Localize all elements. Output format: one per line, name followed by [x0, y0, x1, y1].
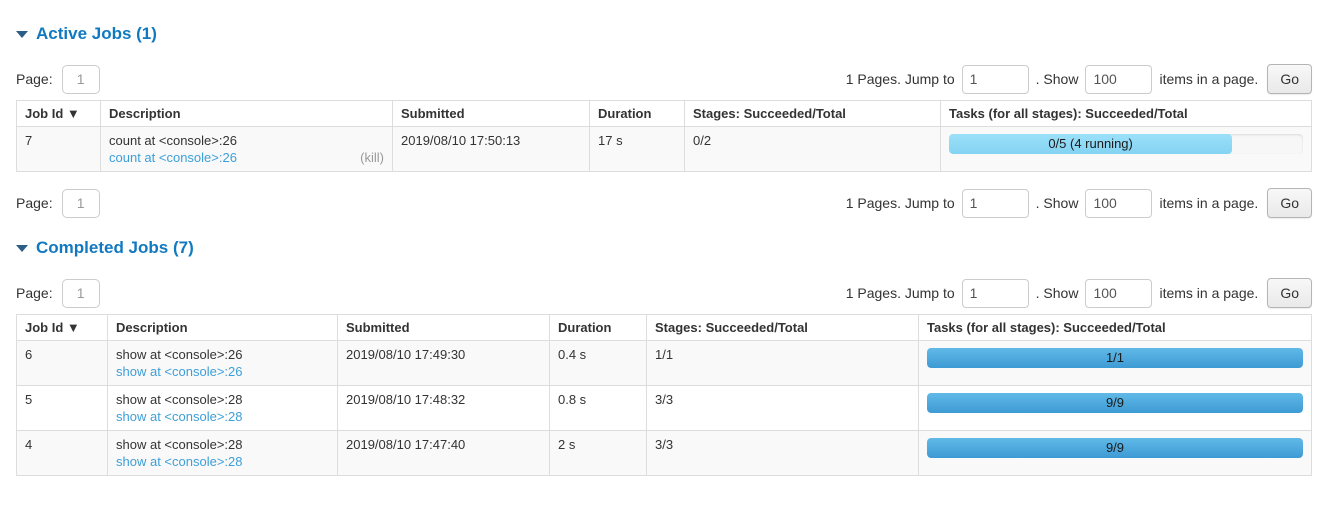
- description-link[interactable]: count at <console>:26: [109, 150, 237, 165]
- completed-pagination-top: Page: 1 Pages. Jump to . Show items in a…: [16, 278, 1312, 308]
- items-in-page-text: items in a page.: [1159, 195, 1259, 211]
- pages-jump-text: 1 Pages. Jump to: [845, 195, 955, 211]
- completed-jobs-title: Completed Jobs (7): [36, 238, 194, 257]
- jobs-page: Active Jobs (1) Page: 1 Pages. Jump to .…: [0, 24, 1328, 476]
- table-row: 4 show at <console>:28 show at <console>…: [16, 430, 1312, 476]
- header-tasks[interactable]: Tasks (for all stages): Succeeded/Total: [940, 100, 1312, 127]
- active-pagination-top: Page: 1 Pages. Jump to . Show items in a…: [16, 64, 1312, 94]
- kill-link[interactable]: (kill): [360, 150, 384, 165]
- items-in-page-text: items in a page.: [1159, 285, 1259, 301]
- job-id-cell: 5: [16, 385, 108, 431]
- task-progress-bar: 9/9: [927, 393, 1303, 413]
- header-stages[interactable]: Stages: Succeeded/Total: [646, 314, 919, 341]
- stages-cell: 0/2: [684, 126, 941, 172]
- stages-cell: 3/3: [646, 385, 919, 431]
- description-link[interactable]: show at <console>:28: [116, 409, 243, 424]
- submitted-cell: 2019/08/10 17:50:13: [392, 126, 590, 172]
- items-per-page-input[interactable]: [1085, 188, 1153, 218]
- show-text: . Show: [1035, 71, 1079, 87]
- submitted-cell: 2019/08/10 17:49:30: [337, 340, 550, 386]
- job-id-cell: 7: [16, 126, 101, 172]
- task-progress-fill: 1/1: [927, 348, 1303, 368]
- description-link[interactable]: show at <console>:26: [116, 364, 243, 379]
- duration-cell: 0.4 s: [549, 340, 647, 386]
- page-number-input[interactable]: [61, 64, 100, 94]
- header-description[interactable]: Description: [100, 100, 393, 127]
- task-progress-fill: 0/5 (4 running): [949, 134, 1233, 154]
- description-text: show at <console>:26: [116, 347, 243, 362]
- submitted-cell: 2019/08/10 17:47:40: [337, 430, 550, 476]
- collapse-arrow-icon: [16, 244, 28, 252]
- table-row: 7 count at <console>:26 count at <consol…: [16, 126, 1312, 172]
- active-table-header-row: Job Id ▼ Description Submitted Duration …: [16, 100, 1312, 127]
- header-submitted[interactable]: Submitted: [392, 100, 590, 127]
- pages-jump-text: 1 Pages. Jump to: [845, 71, 955, 87]
- items-in-page-text: items in a page.: [1159, 71, 1259, 87]
- tasks-cell: 0/5 (4 running): [940, 126, 1312, 172]
- description-cell: show at <console>:28 show at <console>:2…: [107, 430, 338, 476]
- header-job-id[interactable]: Job Id ▼: [16, 314, 108, 341]
- duration-cell: 0.8 s: [549, 385, 647, 431]
- header-description[interactable]: Description: [107, 314, 338, 341]
- header-duration[interactable]: Duration: [549, 314, 647, 341]
- task-progress-bar: 0/5 (4 running): [949, 134, 1303, 154]
- header-duration[interactable]: Duration: [589, 100, 685, 127]
- task-progress-fill: 9/9: [927, 393, 1303, 413]
- page-label: Page:: [16, 285, 53, 301]
- jump-to-page-input[interactable]: [961, 278, 1029, 308]
- description-text: show at <console>:28: [116, 437, 243, 452]
- description-text: count at <console>:26: [109, 133, 237, 148]
- table-row: 6 show at <console>:26 show at <console>…: [16, 340, 1312, 386]
- go-button[interactable]: Go: [1267, 188, 1312, 218]
- page-label: Page:: [16, 71, 53, 87]
- description-text: show at <console>:28: [116, 392, 243, 407]
- duration-cell: 17 s: [589, 126, 685, 172]
- description-cell: show at <console>:26 show at <console>:2…: [107, 340, 338, 386]
- page-number-input[interactable]: [61, 188, 100, 218]
- page-label: Page:: [16, 195, 53, 211]
- task-progress-bar: 9/9: [927, 438, 1303, 458]
- collapse-arrow-icon: [16, 30, 28, 38]
- active-jobs-table: Job Id ▼ Description Submitted Duration …: [16, 100, 1312, 172]
- active-jobs-title: Active Jobs (1): [36, 24, 157, 43]
- task-progress-bar: 1/1: [927, 348, 1303, 368]
- header-job-id[interactable]: Job Id ▼: [16, 100, 101, 127]
- jump-to-page-input[interactable]: [961, 64, 1029, 94]
- go-button[interactable]: Go: [1267, 278, 1312, 308]
- active-pagination-bottom: Page: 1 Pages. Jump to . Show items in a…: [16, 188, 1312, 218]
- show-text: . Show: [1035, 285, 1079, 301]
- page-number-input[interactable]: [61, 278, 100, 308]
- job-id-cell: 6: [16, 340, 108, 386]
- submitted-cell: 2019/08/10 17:48:32: [337, 385, 550, 431]
- description-link[interactable]: show at <console>:28: [116, 454, 243, 469]
- tasks-cell: 9/9: [918, 430, 1312, 476]
- table-row: 5 show at <console>:28 show at <console>…: [16, 385, 1312, 431]
- show-text: . Show: [1035, 195, 1079, 211]
- stages-cell: 1/1: [646, 340, 919, 386]
- header-submitted[interactable]: Submitted: [337, 314, 550, 341]
- tasks-cell: 9/9: [918, 385, 1312, 431]
- header-tasks[interactable]: Tasks (for all stages): Succeeded/Total: [918, 314, 1312, 341]
- stages-cell: 3/3: [646, 430, 919, 476]
- description-cell: show at <console>:28 show at <console>:2…: [107, 385, 338, 431]
- duration-cell: 2 s: [549, 430, 647, 476]
- pages-jump-text: 1 Pages. Jump to: [845, 285, 955, 301]
- description-cell: count at <console>:26 count at <console>…: [100, 126, 393, 172]
- items-per-page-input[interactable]: [1085, 278, 1153, 308]
- go-button[interactable]: Go: [1267, 64, 1312, 94]
- task-progress-fill: 9/9: [927, 438, 1303, 458]
- completed-jobs-table: Job Id ▼ Description Submitted Duration …: [16, 314, 1312, 476]
- job-id-cell: 4: [16, 430, 108, 476]
- jump-to-page-input[interactable]: [961, 188, 1029, 218]
- tasks-cell: 1/1: [918, 340, 1312, 386]
- header-stages[interactable]: Stages: Succeeded/Total: [684, 100, 941, 127]
- active-jobs-header[interactable]: Active Jobs (1): [16, 24, 1312, 44]
- items-per-page-input[interactable]: [1085, 64, 1153, 94]
- completed-table-header-row: Job Id ▼ Description Submitted Duration …: [16, 314, 1312, 341]
- completed-jobs-header[interactable]: Completed Jobs (7): [16, 238, 1312, 258]
